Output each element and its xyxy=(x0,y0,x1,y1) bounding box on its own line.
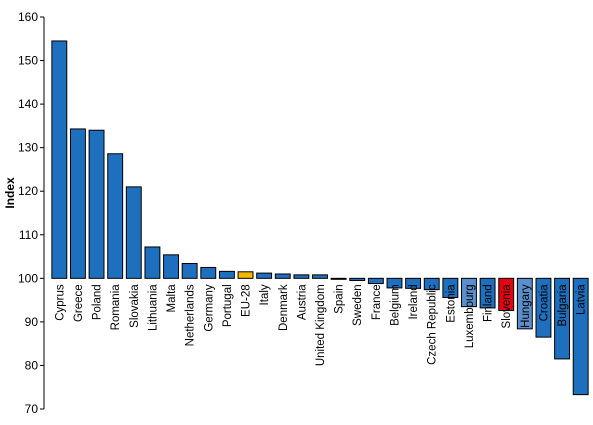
category-label: Poland xyxy=(92,284,104,320)
bar-slovakia xyxy=(125,186,142,279)
category-label: Ireland xyxy=(408,284,420,319)
category-label: United Kingdom xyxy=(315,284,327,366)
category-label: Slovakia xyxy=(129,284,141,328)
bar-sweden xyxy=(349,277,366,282)
category-label: Germany xyxy=(203,284,215,332)
bar-ireland xyxy=(405,277,422,289)
y-tick-label: 130 xyxy=(18,141,38,155)
bar-spain xyxy=(330,277,347,280)
y-tick-label: 120 xyxy=(18,184,38,198)
bar-belgium xyxy=(386,277,403,289)
bar-slovenia xyxy=(498,277,515,312)
category-label: Estonia xyxy=(445,284,457,323)
y-tick-label: 90 xyxy=(25,315,39,329)
category-label: Latvia xyxy=(576,284,588,315)
category-labels: Cyprus Greece Poland Romania Slovakia Lithuan… xyxy=(54,284,587,366)
category-label: Netherlands xyxy=(185,284,197,346)
category-label: Greece xyxy=(73,284,85,322)
bars xyxy=(51,40,589,396)
category-label: Romania xyxy=(110,284,122,331)
bar-netherlands xyxy=(181,263,198,279)
category-label: Denmark xyxy=(278,284,290,331)
bar-portugal xyxy=(218,270,235,279)
bar-romania xyxy=(107,153,124,279)
bar-czech-republic xyxy=(423,277,440,291)
y-tick-label: 100 xyxy=(18,271,38,285)
bar-denmark xyxy=(274,273,291,279)
category-label: Bulgaria xyxy=(557,284,569,327)
bar-greece xyxy=(69,128,86,279)
category-label: Portugal xyxy=(222,284,234,327)
y-tick-label: 150 xyxy=(18,54,38,68)
bar-luxembourg xyxy=(461,277,477,308)
category-label: Finland xyxy=(483,284,495,322)
bar-estonia xyxy=(442,277,459,298)
bar-austria xyxy=(293,274,310,279)
category-label: Belgium xyxy=(389,284,401,326)
category-label: France xyxy=(371,284,383,320)
category-label: Italy xyxy=(259,284,271,305)
y-tick-label: 160 xyxy=(18,10,38,24)
y-axis: 70 80 90 100 110 120 130 140 150 160 xyxy=(18,10,45,416)
bar-lithuania xyxy=(144,246,161,279)
category-label: Lithuania xyxy=(147,284,159,331)
bar-latvia xyxy=(572,277,589,396)
category-label: Malta xyxy=(166,284,178,313)
bar-bulgaria xyxy=(554,277,571,360)
category-label: Cyprus xyxy=(54,284,66,321)
category-label: Luxembourg xyxy=(464,284,476,348)
bar-italy xyxy=(256,272,273,279)
y-tick-label: 110 xyxy=(19,228,38,242)
bar-cyprus xyxy=(51,40,68,279)
y-tick-label: 140 xyxy=(18,97,38,111)
bar-hungary xyxy=(516,277,533,330)
bar-france xyxy=(367,277,384,285)
bar-germany xyxy=(200,266,217,279)
category-label: Czech Republic xyxy=(427,284,439,365)
bar-eu-28 xyxy=(237,271,254,279)
bar-united-kingdom xyxy=(312,274,328,279)
category-label: Austria xyxy=(296,284,308,320)
y-tick-label: 80 xyxy=(25,358,39,372)
y-axis-title: Index xyxy=(3,177,17,209)
bar-malta xyxy=(163,254,179,279)
category-label: Spain xyxy=(334,284,346,313)
category-label: EU-28 xyxy=(241,284,253,317)
category-label: Croatia xyxy=(538,284,550,322)
y-tick-label: 70 xyxy=(25,402,39,416)
bar-poland xyxy=(88,129,105,279)
category-label: Hungary xyxy=(520,284,532,328)
category-label: Slovenia xyxy=(501,284,513,329)
bar-finland xyxy=(479,277,496,309)
category-label: Sweden xyxy=(352,284,364,326)
bar-croatia xyxy=(535,277,552,338)
